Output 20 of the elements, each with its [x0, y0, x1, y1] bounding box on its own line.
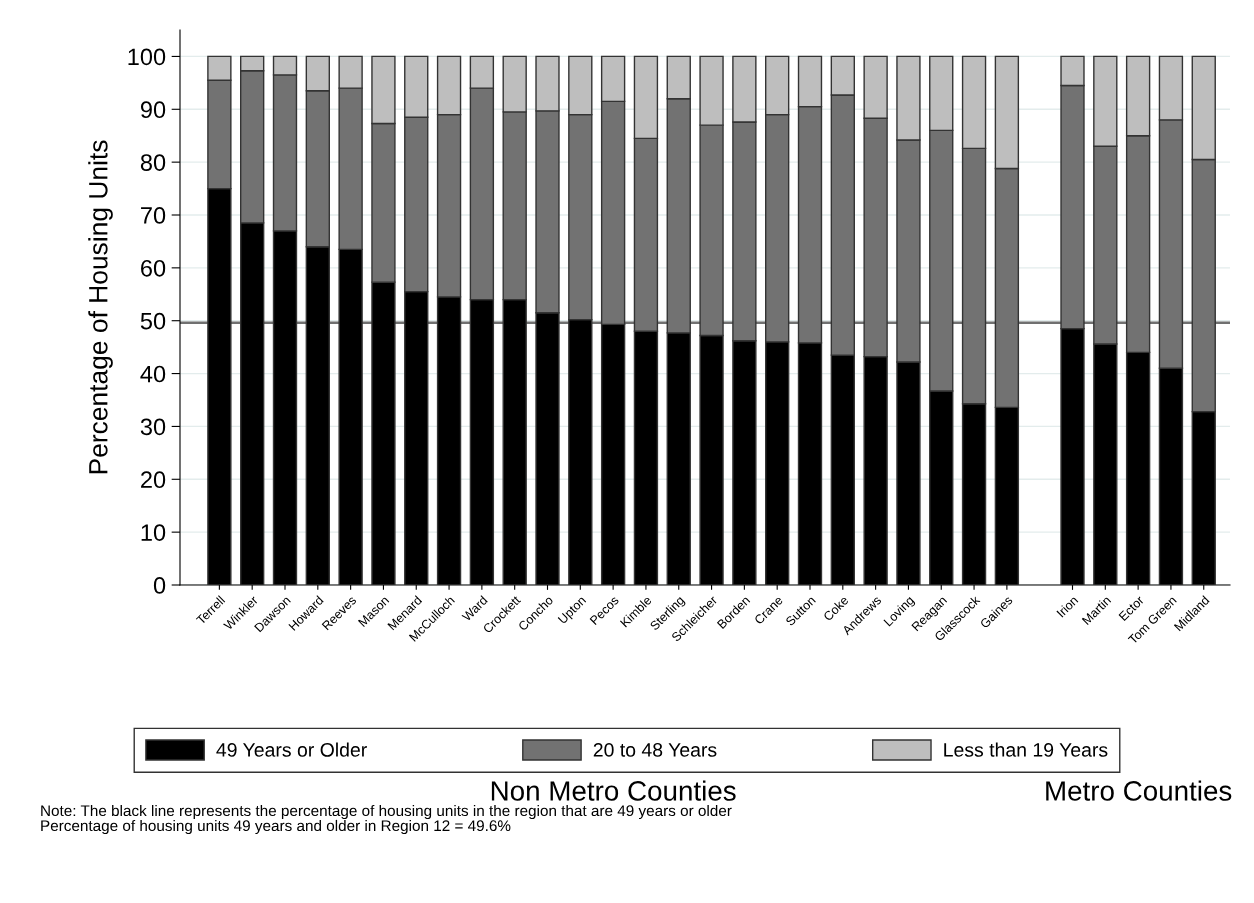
- text: Non Metro Counties: [491, 780, 736, 801]
- text: Metro Counties: [1046, 780, 1232, 801]
- y-tick-label: 50: [140, 312, 166, 330]
- y-axis-title: Percentage of Housing Units: [88, 140, 113, 474]
- y-tick-label: 30: [140, 418, 166, 436]
- y-tick-label: 10: [141, 524, 166, 541]
- y-tick-label: 0: [153, 577, 166, 594]
- text: Percentage of housing units 49 years and older in Region 12 = 49.6%: [41, 819, 511, 835]
- y-tick-label: 40: [140, 365, 166, 383]
- legend-label: 20 to 48 Years: [593, 743, 717, 757]
- x-tick-label: Irion: [1056, 595, 1079, 618]
- y-tick-label: 80: [140, 154, 166, 171]
- y-tick-label: 20: [141, 471, 166, 489]
- text: Note: The black line represents the percentage of housing units in the region that are 49 years or older: [41, 804, 732, 820]
- legend-label: Less than 19 Years: [944, 742, 1108, 757]
- y-tick-label: 100: [128, 48, 166, 66]
- y-tick-label: 60: [141, 259, 166, 277]
- y-tick-label: 90: [140, 101, 166, 119]
- y-tick-label: 70: [141, 207, 166, 224]
- legend-label: 49 Years or Older: [216, 742, 367, 757]
